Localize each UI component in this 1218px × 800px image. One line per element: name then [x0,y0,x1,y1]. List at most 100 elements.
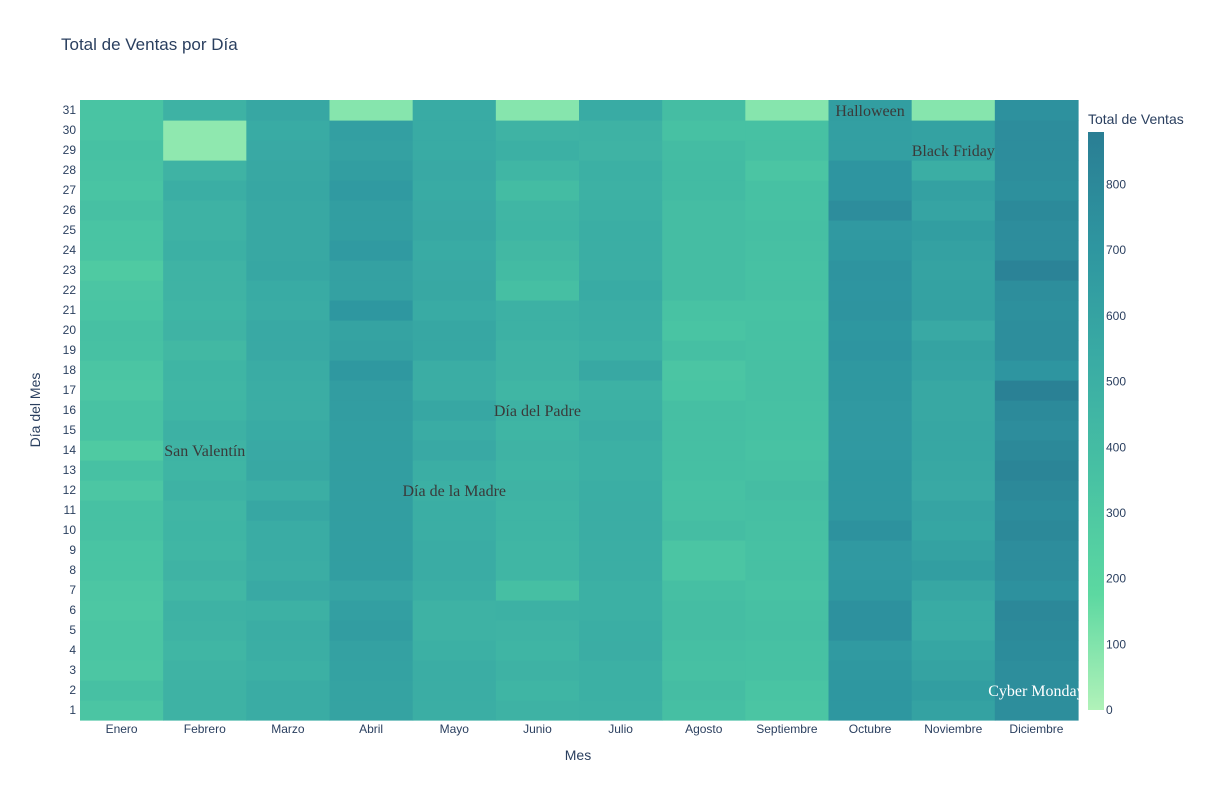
annotation-label: Halloween [835,103,904,120]
heatmap-cell [745,300,830,321]
x-tick-label: Agosto [685,722,723,736]
heatmap-cell [662,600,746,621]
x-axis-ticks: Enero Febrero Marzo Abril Mayo Junio Julio Agos… [106,722,1064,736]
heatmap-cell [662,440,746,461]
heatmap-cell [828,260,913,281]
heatmap-cell [662,340,746,361]
heatmap-cell [828,240,913,261]
heatmap-cell [80,380,164,401]
annotation-label: Día de la Madre [402,483,506,500]
heatmap-cell [329,620,414,641]
heatmap-cell [994,420,1079,441]
y-tick-label: 31 [63,103,77,117]
heatmap-cell [329,300,414,321]
heatmap-cell [579,140,663,161]
heatmap-cell [911,560,996,581]
heatmap-cell [80,660,164,681]
heatmap-cell [911,420,996,441]
heatmap-cell [579,220,663,241]
heatmap-cell [994,200,1079,221]
heatmap-cell [329,520,414,541]
heatmap-cell [246,300,331,321]
heatmap-cell [495,260,580,281]
heatmap-cell [745,380,830,401]
x-tick-label: Mayo [440,722,470,736]
heatmap-cell [745,240,830,261]
heatmap-cell [412,200,497,221]
heatmap-cell [745,120,830,141]
heatmap-cell [329,400,414,421]
heatmap-cell [994,340,1079,361]
heatmap-cell [911,600,996,621]
heatmap-cell [163,600,247,621]
heatmap-cell [662,420,746,441]
heatmap-cell [246,200,331,221]
heatmap-cell [163,680,247,701]
heatmap-cell [994,700,1079,721]
y-tick-label: 4 [69,643,76,657]
heatmap-cell [828,100,913,121]
heatmap-cell [579,340,663,361]
heatmap-cell [579,100,663,121]
heatmap-cell [911,160,996,181]
heatmap-cell [662,100,746,121]
heatmap-cell [579,620,663,641]
heatmap-cell [163,320,247,341]
heatmap-cell [412,680,497,701]
heatmap-cell [911,200,996,221]
annotation-label: San Valentín [164,443,245,460]
annotation-label: Cyber Monday [988,683,1084,700]
y-tick-label: 29 [63,143,77,157]
heatmap-cell [329,500,414,521]
heatmap-cell [246,620,331,641]
heatmap-cell [163,280,247,301]
heatmap-cell [662,580,746,601]
heatmap-cell [80,400,164,421]
heatmap-cell [994,500,1079,521]
heatmap-cell [579,640,663,661]
y-tick-label: 12 [63,483,77,497]
heatmap-cell [745,280,830,301]
heatmap-cell [994,400,1079,421]
heatmap-cell [329,180,414,201]
heatmap-cell [163,160,247,181]
heatmap-cell [80,260,164,281]
heatmap-cell [745,700,830,721]
heatmap-cell [163,340,247,361]
x-axis-label: Mes [565,747,591,763]
heatmap-cell [80,600,164,621]
heatmap-cell [329,460,414,481]
y-tick-label: 11 [64,503,77,517]
y-tick-label: 23 [63,263,77,277]
y-tick-label: 3 [69,663,76,677]
heatmap-cell [495,320,580,341]
heatmap-cell [163,120,247,141]
heatmap-cell [579,460,663,481]
heatmap-cell [579,420,663,441]
heatmap-cell [911,140,996,161]
heatmap-cell [994,180,1079,201]
heatmap-cell [994,640,1079,661]
heatmap-cell [662,460,746,481]
heatmap-cell [828,600,913,621]
heatmap-cell [994,620,1079,641]
heatmap-cells [80,100,1079,721]
heatmap-cell [246,160,331,181]
heatmap-cell [745,460,830,481]
heatmap-cell [80,680,164,701]
heatmap-cell [163,660,247,681]
heatmap-cell [579,120,663,141]
heatmap-cell [246,680,331,701]
heatmap-cell [329,680,414,701]
x-tick-label: Marzo [271,722,305,736]
heatmap-cell [745,620,830,641]
heatmap-cell [329,220,414,241]
annotation-label: Black Friday [912,143,995,160]
heatmap-cell [911,100,996,121]
heatmap-cell [80,140,164,161]
heatmap-cell [662,500,746,521]
heatmap-cell [911,460,996,481]
heatmap-cell [80,240,164,261]
heatmap-cell [80,120,164,141]
